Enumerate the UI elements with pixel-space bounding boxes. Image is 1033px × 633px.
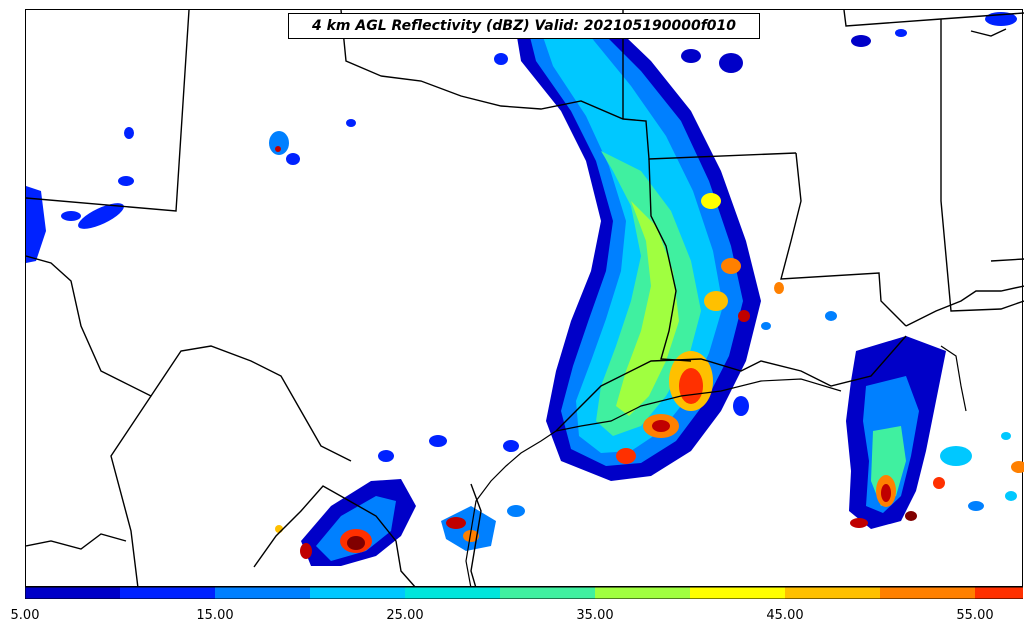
colorbar-segment bbox=[880, 587, 976, 599]
precip-main-line bbox=[513, 13, 761, 481]
colorbar-segment bbox=[310, 587, 406, 599]
colorbar-segment bbox=[405, 587, 501, 599]
colorbar-segment bbox=[215, 587, 311, 599]
reflectivity-map bbox=[26, 10, 1024, 588]
colorbar-segment bbox=[120, 587, 216, 599]
colorbar-tick-label: 45.00 bbox=[766, 608, 804, 623]
state-boundaries bbox=[26, 10, 1024, 588]
colorbar-segment bbox=[690, 587, 786, 599]
colorbar-segment bbox=[975, 587, 1023, 599]
precip-gulf-cluster bbox=[846, 336, 972, 529]
precip-south-cluster bbox=[300, 479, 496, 566]
reflectivity-colorbar bbox=[25, 587, 1023, 599]
colorbar-tick-label: 5.00 bbox=[10, 608, 40, 623]
map-panel bbox=[25, 9, 1024, 588]
map-title: 4 km AGL Reflectivity (dBZ) Valid: 20210… bbox=[288, 13, 760, 39]
colorbar-segment bbox=[595, 587, 691, 599]
colorbar-segment bbox=[500, 587, 596, 599]
colorbar-segment bbox=[25, 587, 121, 599]
colorbar-tick-label: 25.00 bbox=[386, 608, 424, 623]
colorbar-tick-label: 35.00 bbox=[576, 608, 614, 623]
colorbar-segment bbox=[785, 587, 881, 599]
colorbar-tick-label: 15.00 bbox=[196, 608, 234, 623]
coastline bbox=[465, 345, 967, 588]
colorbar-tick-label: 55.00 bbox=[956, 608, 994, 623]
